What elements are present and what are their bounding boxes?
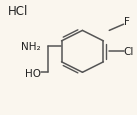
- Text: Cl: Cl: [124, 47, 134, 57]
- Text: HCl: HCl: [8, 5, 28, 18]
- Text: NH₂: NH₂: [21, 41, 41, 51]
- Text: HO: HO: [25, 68, 41, 78]
- Text: F: F: [124, 17, 129, 27]
